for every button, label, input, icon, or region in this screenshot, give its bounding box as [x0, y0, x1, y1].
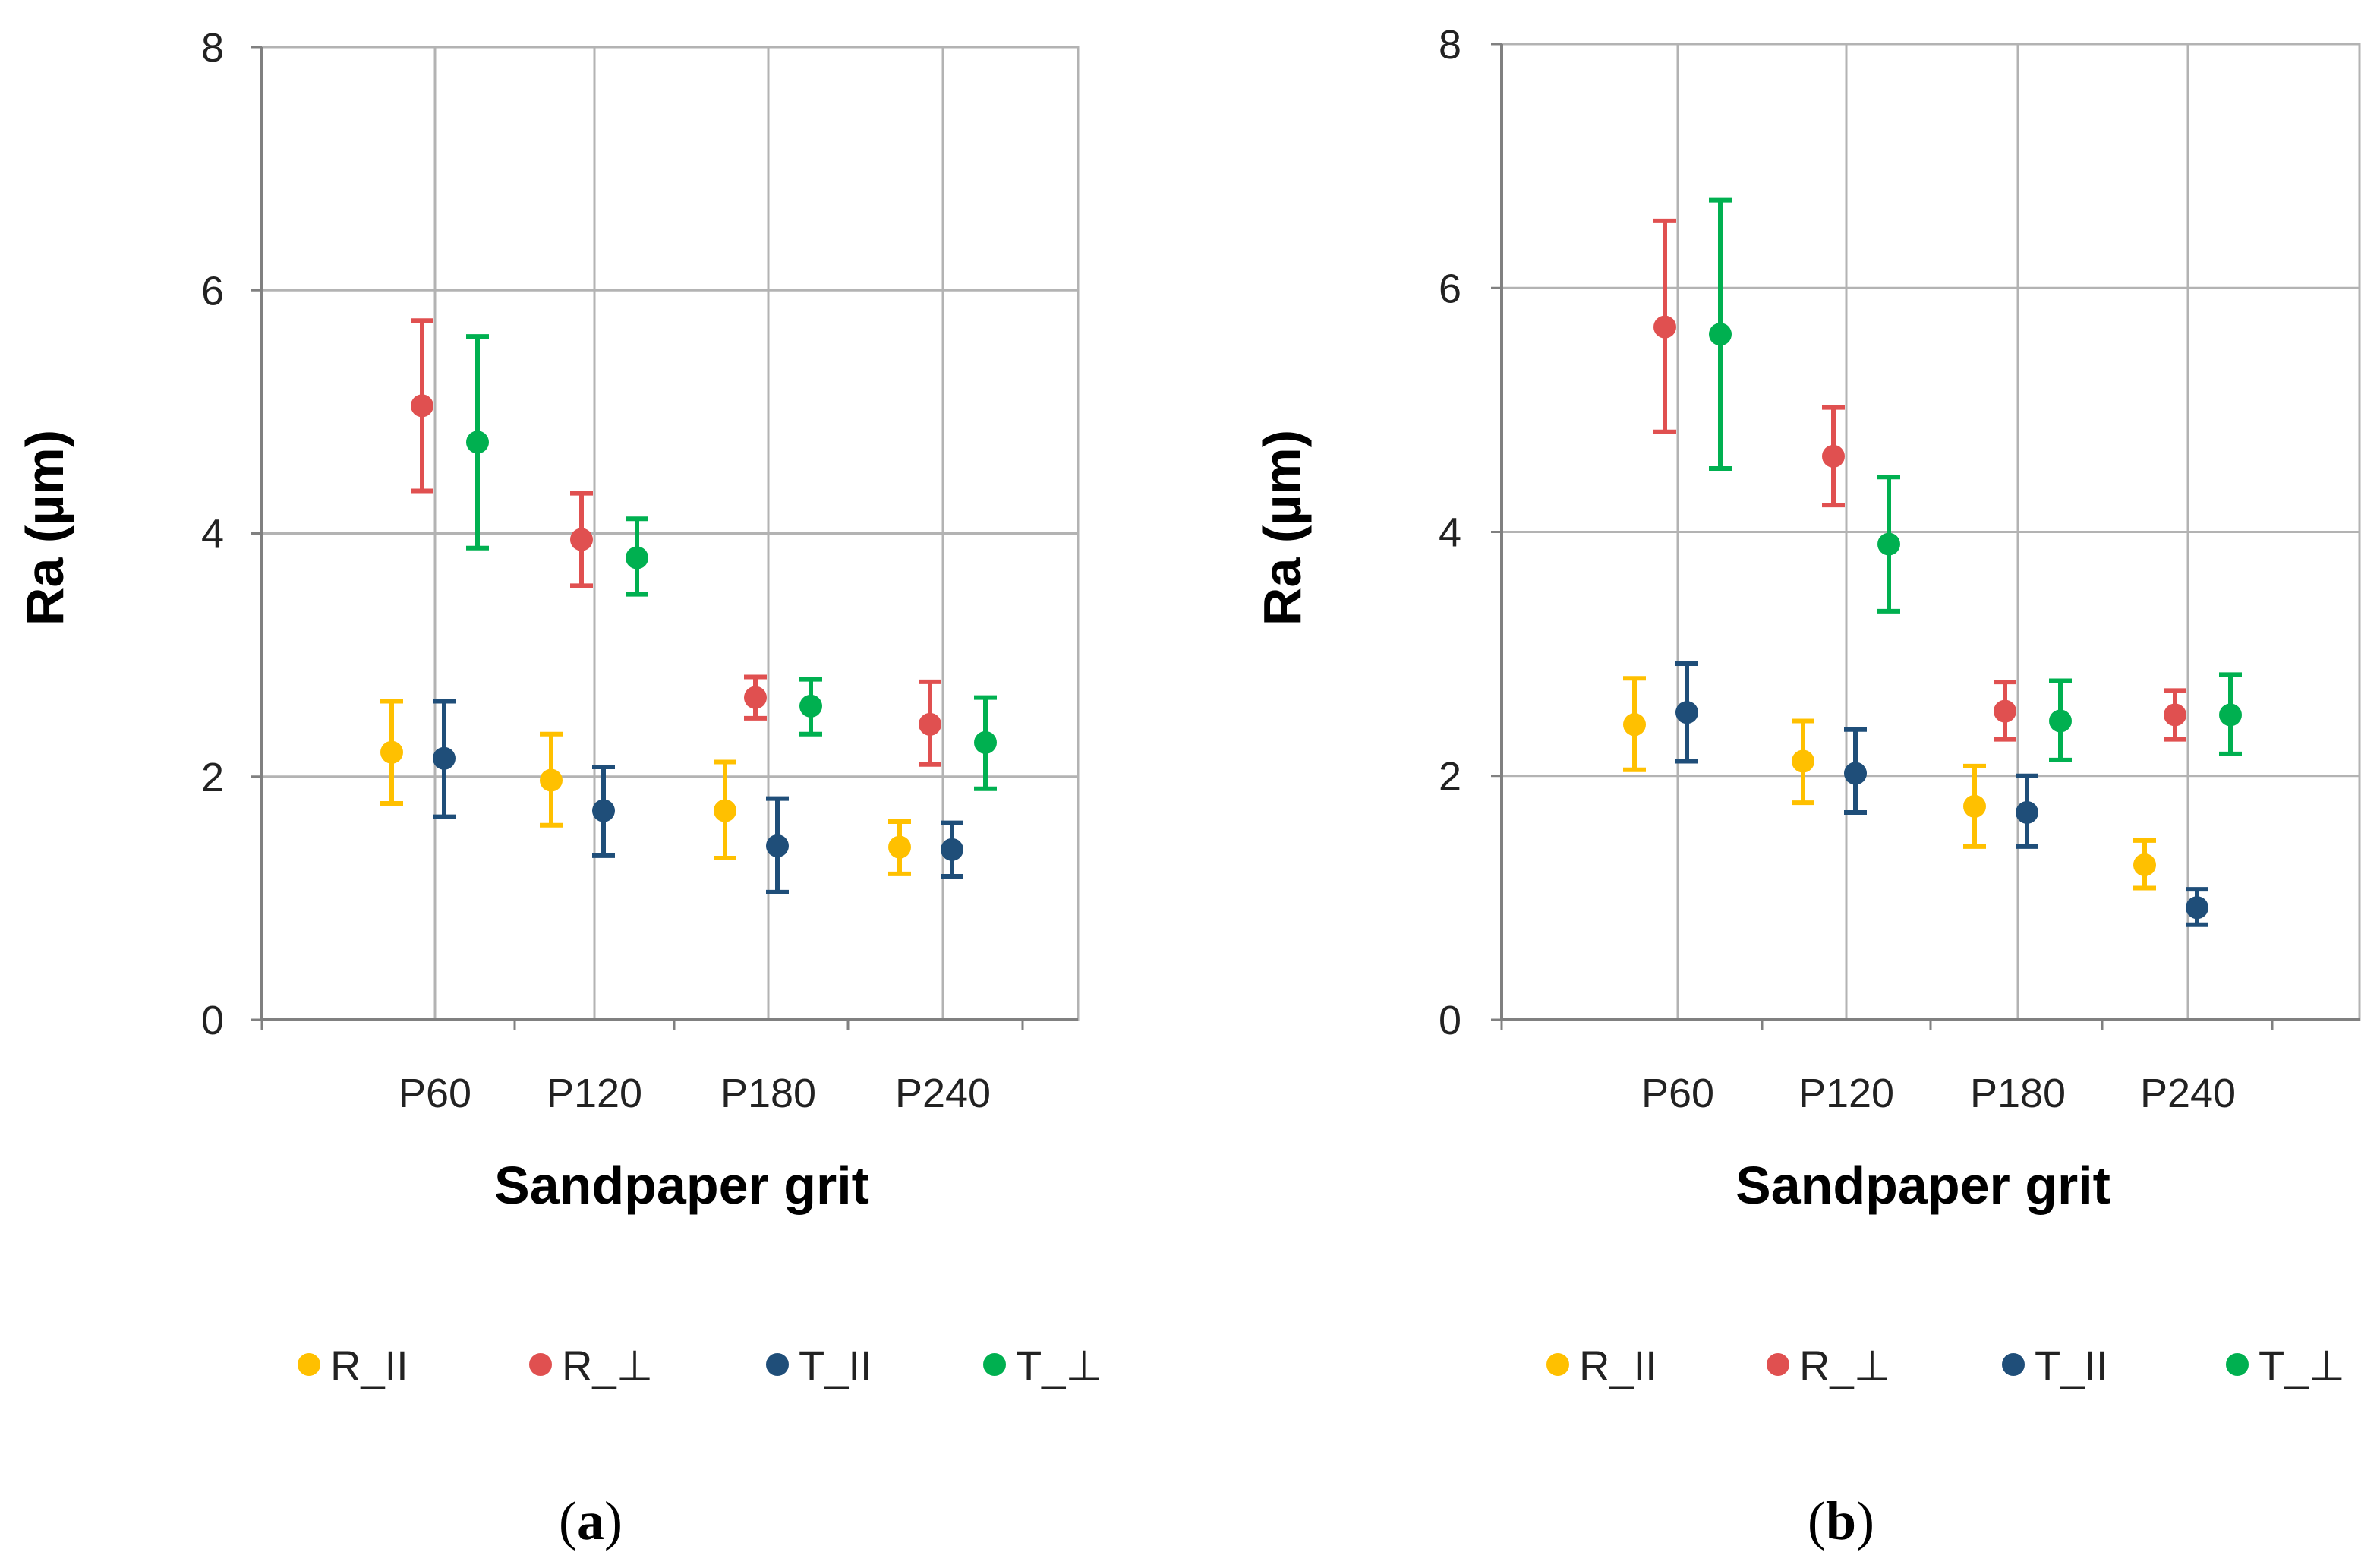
legend-marker-R_perp [529, 1353, 552, 1376]
data-point-T_perp [1877, 532, 1900, 556]
y-tick-label: 6 [201, 268, 224, 314]
data-point-T_II [592, 799, 615, 822]
panel-caption: (b) [1808, 1491, 1874, 1551]
data-point-R_perp [744, 686, 767, 709]
data-point-T_II [2016, 800, 2038, 824]
legend-marker-T_perp [2226, 1353, 2249, 1376]
data-point-R_II [1792, 749, 1814, 773]
legend-marker-T_perp [983, 1353, 1006, 1376]
y-tick-label: 8 [1439, 22, 1461, 68]
data-point-R_perp [1822, 444, 1845, 468]
data-point-R_II [1623, 713, 1646, 737]
x-tick-label: P180 [720, 1071, 816, 1116]
data-point-R_perp [919, 712, 941, 736]
data-point-T_perp [974, 730, 997, 754]
data-point-T_II [1675, 701, 1698, 724]
legend-label-R_II: R_II [1579, 1342, 1657, 1390]
x-axis-title: Sandpaper grit [1735, 1156, 2110, 1215]
y-tick-label: 0 [1439, 998, 1461, 1043]
y-tick-label: 4 [1439, 510, 1461, 556]
legend-label-T_II: T_II [2035, 1342, 2107, 1390]
data-point-R_perp [570, 528, 593, 551]
legend-label-T_II: T_II [799, 1342, 872, 1390]
x-tick-label: P180 [1970, 1071, 2066, 1116]
caption-open-paren: ( [559, 1491, 577, 1551]
x-tick-label: P120 [547, 1071, 642, 1116]
data-point-R_perp [2164, 703, 2186, 727]
legend-marker-T_II [2002, 1353, 2025, 1376]
y-tick-label: 8 [201, 25, 224, 71]
data-point-R_II [540, 768, 563, 792]
y-tick-label: 2 [1439, 754, 1461, 800]
y-axis-title: Ra (µm) [15, 430, 74, 626]
x-tick-label: P60 [1641, 1071, 1714, 1116]
y-tick-label: 6 [1439, 266, 1461, 311]
legend-marker-R_perp [1767, 1353, 1789, 1376]
data-point-T_perp [2219, 703, 2242, 727]
legend-marker-R_II [298, 1353, 320, 1376]
x-tick-label: P60 [399, 1071, 471, 1116]
y-tick-label: 0 [201, 998, 224, 1043]
data-point-R_II [1963, 794, 1986, 818]
caption-letter: a [577, 1491, 604, 1551]
legend: R_II R_⊥ T_II T_⊥ [298, 1342, 1102, 1390]
data-point-T_perp [626, 546, 648, 569]
y-axis-title: Ra (µm) [1253, 430, 1312, 626]
legend-label-R_perp: R_⊥ [1799, 1342, 1890, 1390]
data-point-R_perp [1653, 315, 1676, 339]
legend-label-R_II: R_II [330, 1342, 408, 1390]
legend-marker-T_II [766, 1353, 789, 1376]
caption-letter: b [1826, 1491, 1856, 1551]
chart-panel-a: 0 2 4 6 8 P60 P120 P180 P240 Ra (µm) Sandpaper gri… [15, 25, 1102, 1551]
data-point-R_perp [411, 394, 433, 418]
data-point-R_II [2133, 853, 2156, 877]
x-tick-label: P120 [1798, 1071, 1894, 1116]
y-tick-label: 2 [201, 755, 224, 800]
x-tick-label: P240 [895, 1071, 991, 1116]
caption-close-paren: ) [1856, 1491, 1874, 1551]
data-point-T_perp [1709, 323, 1732, 346]
data-point-T_perp [466, 431, 489, 454]
data-point-R_II [714, 799, 736, 822]
data-point-T_perp [2049, 709, 2072, 733]
data-point-T_II [1844, 762, 1867, 785]
caption-open-paren: ( [1808, 1491, 1826, 1551]
data-point-T_II [433, 746, 456, 770]
panel-caption: (a) [559, 1491, 623, 1551]
data-point-T_II [2186, 896, 2208, 920]
data-point-T_perp [799, 694, 822, 718]
data-point-R_II [888, 835, 911, 859]
legend-label-R_perp: R_⊥ [562, 1342, 653, 1390]
data-point-R_II [380, 740, 403, 764]
x-tick-label: P240 [2140, 1071, 2236, 1116]
caption-close-paren: ) [604, 1491, 623, 1551]
y-tick-label: 4 [201, 512, 224, 557]
data-point-R_perp [1994, 699, 2016, 723]
legend-marker-R_II [1546, 1353, 1569, 1376]
legend-label-T_perp: T_⊥ [1016, 1342, 1102, 1390]
chart-panel-b: 0 2 4 6 8 P60 P120 P180 P240 Ra (µm) Sandpaper gri… [1253, 22, 2361, 1551]
data-point-T_II [766, 834, 789, 858]
legend: R_II R_⊥ T_II T_⊥ [1546, 1342, 2345, 1390]
legend-label-T_perp: T_⊥ [2259, 1342, 2345, 1390]
x-axis-title: Sandpaper grit [494, 1156, 869, 1215]
data-point-T_II [941, 838, 963, 861]
